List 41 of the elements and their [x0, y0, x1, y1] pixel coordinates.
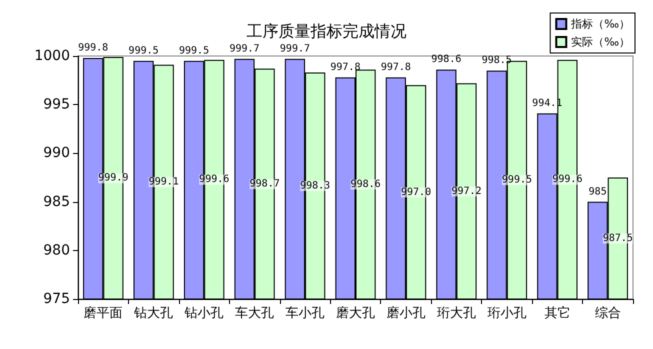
- x-tick-label: 车大孔: [235, 306, 274, 321]
- data-label: 997.2: [451, 186, 482, 197]
- data-label: 999.6: [199, 174, 230, 186]
- data-label: 999.5: [128, 45, 159, 56]
- x-tick-label: 其它: [544, 305, 570, 321]
- data-label: 987.5: [602, 233, 633, 244]
- data-label: 998.6: [350, 179, 381, 190]
- y-tick-label: 1000: [34, 48, 70, 64]
- data-label: 999.6: [552, 174, 582, 186]
- data-label: 997.8: [330, 62, 360, 73]
- y-tick-label: 990: [43, 145, 70, 162]
- data-label: 998.5: [482, 55, 512, 66]
- data-label: 998.6: [431, 54, 462, 66]
- data-label: 999.1: [148, 176, 179, 188]
- data-label: 998.7: [250, 178, 280, 190]
- x-tick-label: 综合: [594, 306, 621, 321]
- x-tick-label: 磨小孔: [386, 306, 426, 321]
- x-tick-label: 磨平面: [84, 306, 123, 321]
- legend-label: 实际（‰）: [571, 36, 630, 48]
- x-tick-label: 珩大孔: [436, 306, 476, 321]
- data-label: 997.8: [380, 62, 411, 73]
- y-tick-label: 985: [43, 194, 70, 210]
- data-label: 985: [588, 186, 607, 198]
- x-tick-label: 车小孔: [286, 306, 325, 321]
- data-label: 997.0: [400, 186, 432, 198]
- x-tick-label: 钻小孔: [184, 306, 224, 321]
- x-tick-label: 磨大孔: [336, 306, 375, 321]
- legend-label: 指标（‰）: [570, 18, 630, 30]
- y-tick-label: 980: [43, 242, 70, 258]
- data-label: 999.5: [178, 45, 210, 56]
- data-label: 999.7: [280, 43, 310, 54]
- x-tick-label: 钻大孔: [133, 306, 174, 321]
- data-label: 999.9: [98, 172, 128, 184]
- x-tick-label: 珩小孔: [487, 306, 526, 321]
- data-label: 999.5: [502, 174, 532, 186]
- y-tick-label: 975: [43, 291, 70, 307]
- y-tick-label: 995: [43, 96, 70, 113]
- chart-title: 工序质量指标完成情况: [246, 22, 406, 40]
- data-label: 999.7: [229, 43, 260, 54]
- data-label: 998.3: [300, 180, 330, 192]
- data-label: 999.8: [78, 42, 108, 54]
